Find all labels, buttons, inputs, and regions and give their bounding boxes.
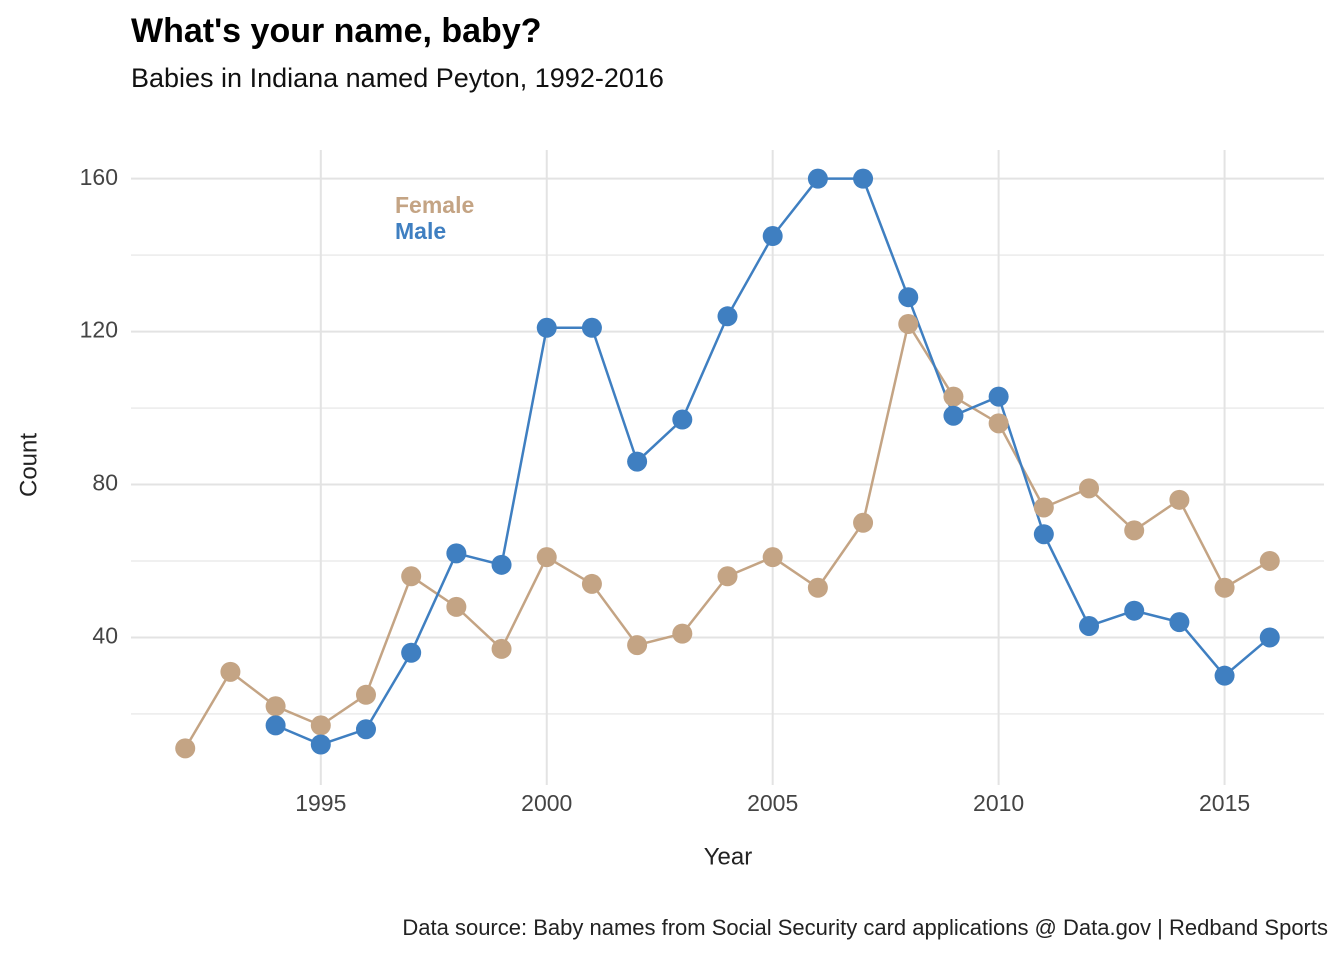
point — [220, 661, 241, 682]
point — [943, 386, 964, 407]
point — [401, 642, 422, 663]
point — [265, 696, 286, 717]
x-axis-title: Year — [704, 843, 753, 870]
legend-label: Female — [395, 192, 474, 218]
marks — [175, 168, 1280, 759]
grid: 40 80 120 160 1995 2000 2005 2010 2015 — [80, 150, 1324, 816]
point — [581, 317, 602, 338]
point — [536, 317, 557, 338]
point — [807, 168, 828, 189]
point — [988, 386, 1009, 407]
point — [1033, 524, 1054, 545]
point — [446, 543, 467, 564]
point — [988, 413, 1009, 434]
point — [943, 405, 964, 426]
point — [1124, 600, 1145, 621]
point — [898, 313, 919, 334]
point — [446, 596, 467, 617]
point — [1214, 577, 1235, 598]
y-axis-title: Count — [15, 433, 42, 497]
x-tick-label: 1995 — [295, 790, 346, 816]
point — [853, 512, 874, 533]
point — [1079, 478, 1100, 499]
point — [310, 734, 331, 755]
x-tick-label: 2015 — [1199, 790, 1250, 816]
point — [1259, 550, 1280, 571]
point — [355, 719, 376, 740]
point — [265, 715, 286, 736]
point — [355, 684, 376, 705]
point — [401, 566, 422, 587]
point — [672, 623, 693, 644]
point — [1169, 489, 1190, 510]
point — [1079, 615, 1100, 636]
point — [1169, 612, 1190, 633]
point — [627, 635, 648, 656]
point — [491, 638, 512, 659]
point — [175, 738, 196, 759]
point — [853, 168, 874, 189]
legend-label: Male — [395, 218, 446, 244]
point — [1259, 627, 1280, 648]
point — [1033, 497, 1054, 518]
chart-subtitle: Babies in Indiana named Peyton, 1992-201… — [131, 63, 664, 93]
point — [717, 566, 738, 587]
point — [762, 226, 783, 247]
y-tick-label: 160 — [80, 164, 118, 190]
x-tick-label: 2000 — [521, 790, 572, 816]
y-tick-label: 40 — [92, 623, 118, 649]
y-tick-label: 120 — [80, 317, 118, 343]
y-tick-label: 80 — [92, 470, 118, 496]
point — [627, 451, 648, 472]
point — [672, 409, 693, 430]
point — [581, 573, 602, 594]
point — [898, 287, 919, 308]
point — [762, 547, 783, 568]
point — [1124, 520, 1145, 541]
x-tick-label: 2005 — [747, 790, 798, 816]
caption: Data source: Baby names from Social Secu… — [402, 915, 1328, 940]
point — [807, 577, 828, 598]
x-tick-label: 2010 — [973, 790, 1024, 816]
point — [717, 306, 738, 327]
point — [536, 547, 557, 568]
series-line — [184, 320, 1271, 749]
chart-title: What's your name, baby? — [131, 12, 542, 50]
point — [310, 715, 331, 736]
point — [1214, 665, 1235, 686]
point — [491, 554, 512, 575]
